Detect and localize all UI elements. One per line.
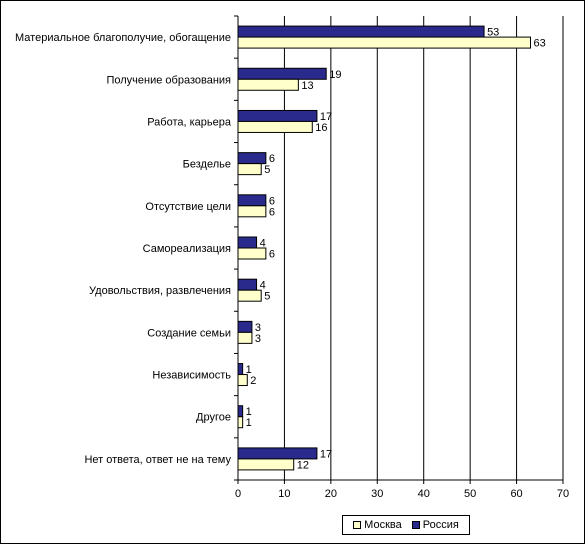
legend-item-russia: Россия (411, 519, 459, 531)
bar (237, 278, 258, 291)
data-label: 12 (297, 459, 309, 471)
category-label: Другое (196, 412, 231, 424)
data-label: 53 (487, 27, 499, 39)
data-label: 1 (246, 406, 252, 418)
legend-item-moscow: Москва (353, 519, 402, 531)
category-label: Самореализация (143, 243, 231, 255)
bar (237, 120, 313, 133)
legend-swatch-moscow (353, 521, 362, 529)
data-label: 19 (329, 69, 341, 81)
category-label: Удовольствия, развлечения (89, 285, 231, 297)
data-label: 17 (320, 448, 332, 460)
data-label: 4 (260, 280, 266, 292)
bar (237, 25, 485, 38)
data-label: 17 (320, 111, 332, 123)
bar (237, 205, 267, 218)
x-tick-label: 70 (557, 488, 569, 500)
bars (237, 25, 531, 471)
bar (237, 36, 531, 49)
bar (237, 109, 318, 122)
category-label: Отсутствие цели (145, 201, 231, 213)
legend-swatch-russia (411, 521, 420, 529)
data-label: 3 (255, 333, 261, 345)
category-label: Материальное благополучие, обогащение (15, 32, 231, 44)
data-label: 1 (246, 364, 252, 376)
bar (237, 289, 262, 302)
data-label: 6 (269, 195, 275, 207)
data-label: 5 (264, 291, 270, 303)
category-label: Независимость (152, 370, 231, 382)
bar (237, 374, 248, 387)
legend-label-russia: Россия (422, 519, 459, 531)
data-label: 4 (260, 238, 266, 250)
x-tick-label: 40 (418, 488, 430, 500)
data-label: 6 (269, 153, 275, 165)
data-label: 6 (269, 206, 275, 218)
bar (237, 363, 244, 376)
data-label: 5 (264, 164, 270, 176)
data-label: 13 (301, 80, 313, 92)
category-label: Создание семьи (147, 327, 231, 339)
bar (237, 236, 258, 249)
x-tick-label: 10 (278, 488, 290, 500)
x-tick-label: 30 (371, 488, 383, 500)
bar (237, 458, 295, 471)
data-label: 16 (315, 122, 327, 134)
x-tick-label: 50 (464, 488, 476, 500)
bar (237, 447, 318, 460)
bar (237, 416, 244, 429)
axes (234, 15, 564, 484)
data-label: 1 (246, 417, 252, 429)
bar (237, 405, 244, 418)
bar (237, 163, 262, 176)
bar (237, 331, 253, 344)
category-label: Нет ответа, ответ не на тему (84, 454, 231, 466)
data-label: 6 (269, 249, 275, 261)
x-tick-label: 0 (235, 488, 241, 500)
x-tick-label: 60 (510, 488, 522, 500)
bar (237, 78, 299, 91)
bar (237, 152, 267, 165)
gridlines (283, 16, 564, 480)
bar (237, 247, 267, 260)
data-label: 3 (255, 322, 261, 334)
category-label: Работа, карьера (147, 116, 232, 128)
x-tick-label: 20 (325, 488, 337, 500)
bar (237, 194, 267, 207)
bar (237, 67, 327, 80)
category-label: Получение образования (106, 74, 231, 86)
bar (237, 320, 253, 333)
data-label: 2 (250, 375, 256, 387)
category-label: Безделье (183, 159, 231, 171)
data-label: 63 (534, 38, 546, 50)
legend-label-moscow: Москва (364, 519, 402, 531)
legend: Москва Россия (342, 515, 470, 535)
